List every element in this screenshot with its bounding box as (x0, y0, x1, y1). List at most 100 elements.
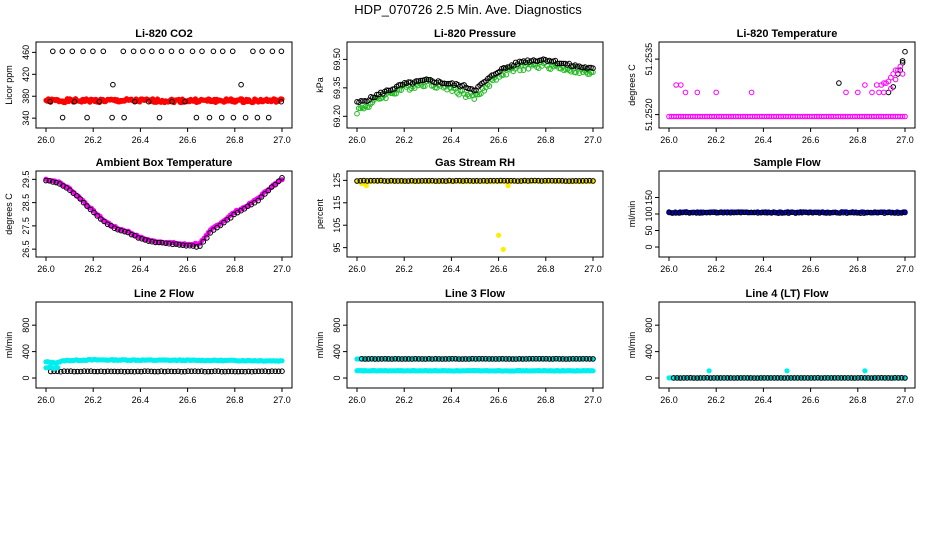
data-point (748, 209, 754, 216)
data-point (741, 375, 747, 381)
data-point (755, 210, 761, 216)
data-point (761, 375, 768, 381)
data-point (850, 209, 857, 216)
data-point (158, 368, 165, 375)
data-point (681, 375, 687, 381)
data-point (895, 210, 902, 216)
y-tick-label: 105 (332, 218, 342, 233)
data-point (176, 242, 183, 248)
data-point (370, 94, 376, 101)
data-point (193, 114, 200, 121)
data-point (876, 89, 882, 96)
data-point (825, 375, 831, 381)
data-point (799, 209, 806, 216)
data-point (84, 368, 91, 375)
data-point (255, 197, 261, 204)
data-point (47, 98, 53, 105)
data-point (707, 209, 713, 216)
data-point (529, 356, 536, 362)
data-point (392, 356, 399, 362)
data-point (145, 368, 151, 375)
data-point (186, 242, 193, 249)
y-tick-label: 800 (332, 318, 342, 333)
data-point (781, 375, 788, 381)
data-point (128, 231, 135, 238)
data-point (50, 179, 56, 185)
data-point (55, 365, 61, 371)
chart-title: Line 3 Flow (445, 288, 505, 300)
data-point (69, 48, 76, 55)
data-point (121, 228, 128, 235)
data-point (207, 230, 213, 236)
data-point (857, 210, 864, 216)
x-tick-label: 26.2 (707, 395, 725, 405)
data-point (125, 368, 131, 375)
series-rh-min (359, 180, 511, 252)
y-tick-label: 51.2535 (644, 43, 654, 76)
data-point (250, 48, 256, 55)
data-point (724, 209, 730, 216)
data-point (205, 368, 212, 375)
data-point (836, 80, 842, 86)
x-tick-label: 26.6 (490, 264, 508, 274)
data-point (379, 356, 385, 362)
data-point (374, 178, 381, 184)
x-tick-label: 26.6 (802, 135, 820, 145)
data-point (476, 356, 482, 362)
data-point (388, 177, 395, 184)
x-tick-label: 26.6 (179, 395, 197, 405)
chart-title: Li-820 Pressure (434, 28, 516, 40)
data-point (110, 81, 116, 88)
x-tick-label: 26.4 (443, 264, 461, 274)
data-point (576, 356, 583, 362)
data-point (590, 65, 596, 71)
data-point (477, 178, 483, 184)
data-point (902, 48, 908, 55)
data-point (272, 368, 279, 375)
data-point (159, 239, 166, 246)
y-tick-label: 800 (21, 318, 31, 333)
data-point (269, 48, 276, 55)
data-point (508, 177, 514, 184)
data-point (809, 210, 816, 216)
y-axis-label: percent (315, 198, 325, 229)
data-point (452, 356, 459, 362)
data-point (486, 83, 493, 89)
data-point (535, 177, 542, 184)
data-point (111, 368, 118, 375)
data-point (573, 356, 580, 362)
y-axis-label: ml/min (627, 201, 637, 228)
data-point (218, 114, 225, 121)
data-point (68, 368, 74, 375)
data-point (94, 368, 101, 375)
x-tick-label: 26.0 (660, 395, 678, 405)
data-point (549, 177, 555, 184)
data-point (59, 114, 66, 121)
data-point (717, 375, 724, 381)
chart-title: Line 4 (LT) Flow (746, 288, 829, 300)
plot-frame (346, 301, 604, 389)
data-point (669, 210, 676, 216)
data-point (885, 209, 891, 216)
data-point (686, 210, 693, 216)
data-point (741, 209, 748, 216)
data-point (357, 178, 364, 184)
x-tick-label: 27.0 (896, 135, 914, 145)
x-tick-label: 26.2 (707, 135, 725, 145)
data-point (88, 368, 94, 375)
data-point (489, 356, 496, 362)
data-point (245, 368, 252, 375)
data-point (482, 356, 489, 362)
data-point (442, 356, 449, 362)
data-point (429, 356, 435, 362)
x-tick-label: 27.0 (896, 264, 914, 274)
data-point (496, 356, 502, 362)
data-point (838, 375, 845, 381)
data-point (679, 209, 686, 216)
data-points (354, 355, 596, 374)
data-point (806, 209, 813, 216)
y-tick-label: 51.2520 (644, 98, 654, 131)
data-point (358, 356, 365, 362)
y-tick-label: 115 (332, 196, 342, 210)
y-axis-label: ml/min (4, 332, 14, 359)
